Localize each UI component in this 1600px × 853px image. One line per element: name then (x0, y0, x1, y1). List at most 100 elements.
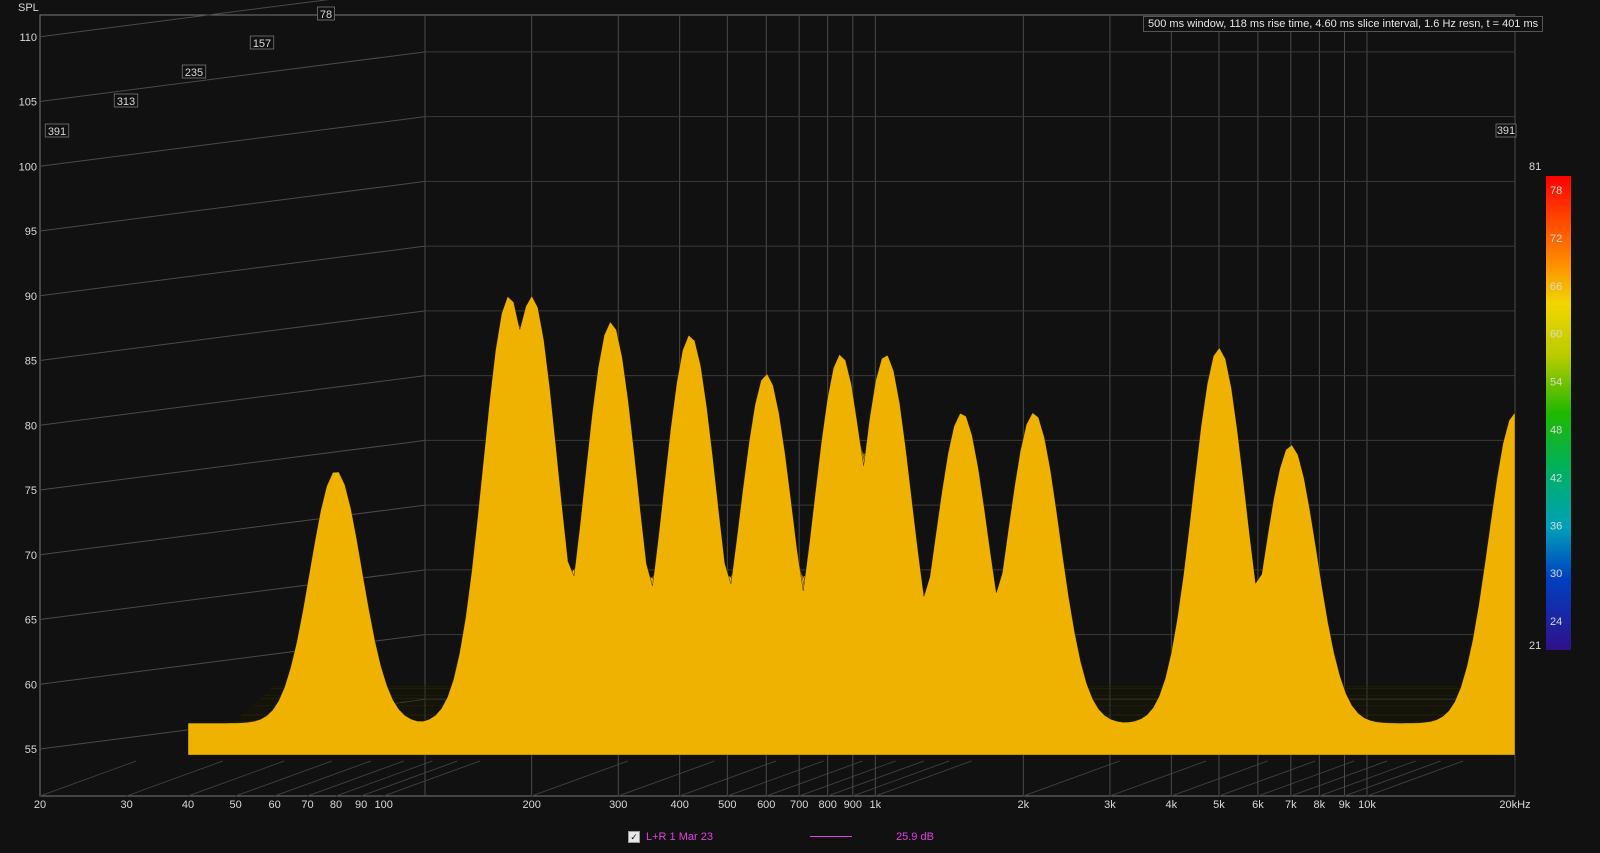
y-tick-label: 110 (19, 32, 37, 44)
waterfall-surface (187, 295, 1516, 756)
legend-series-name: L+R 1 Mar 23 (646, 831, 713, 843)
x-tick-label: 20kHz (1499, 799, 1530, 811)
colorbar-label: 66 (1550, 281, 1562, 293)
time-label: 157 (253, 38, 271, 50)
x-tick-label: 40 (182, 799, 194, 811)
time-label-right: 391 (1497, 125, 1515, 137)
x-tick-label: 5k (1213, 799, 1225, 811)
legend[interactable]: ✓ L+R 1 Mar 23 25.9 dB (628, 828, 948, 846)
time-label-right-box (1495, 123, 1517, 138)
colorbar-label: 21 (1529, 640, 1541, 652)
colorbar-label: 54 (1550, 377, 1562, 389)
colorbar-label: 81 (1529, 161, 1541, 173)
floor-line (1257, 760, 1355, 797)
waterfall-slice (187, 295, 1516, 756)
time-label-box (249, 35, 275, 50)
floor-line (187, 760, 285, 797)
y-tick-label: 90 (25, 291, 37, 303)
y-gridline (39, 504, 426, 556)
y-tick-label: 55 (25, 744, 37, 756)
colorbar-label: 42 (1550, 472, 1562, 484)
time-label: 391 (48, 126, 66, 138)
x-tick-label: 9k (1339, 799, 1351, 811)
time-label-box (113, 93, 139, 108)
y-gridline (39, 0, 330, 38)
x-tick-label: 7k (1285, 799, 1297, 811)
y-tick-label: 70 (25, 550, 37, 562)
x-tick-label: 70 (301, 799, 313, 811)
y-gridline (39, 180, 426, 232)
floor-line (1366, 760, 1464, 797)
y-gridline (39, 310, 426, 361)
floor-line (875, 760, 972, 797)
floor-line (531, 760, 629, 797)
x-tick-label: 200 (522, 799, 540, 811)
y-tick-label: 60 (25, 679, 37, 691)
y-gridline (39, 375, 426, 426)
colorbar-label: 24 (1550, 616, 1562, 628)
colorbar-label: 30 (1550, 568, 1562, 580)
floor-line (1109, 760, 1207, 797)
y-tick-label: 80 (25, 420, 37, 432)
x-tick-label: 400 (670, 799, 688, 811)
x-tick-label: 700 (790, 799, 808, 811)
floor-line (235, 760, 333, 797)
y-tick-label: 75 (25, 485, 37, 497)
colorbar-labels: 81 78 72 66 60 54 48 42 36 30 24 21 (1529, 161, 1562, 652)
time-label-box (181, 64, 207, 79)
floor-line (335, 760, 433, 797)
colorbar-label: 78 (1550, 185, 1562, 197)
floor-line (274, 760, 372, 797)
colorbar-label: 36 (1550, 520, 1562, 532)
floor-line (1218, 760, 1316, 797)
x-tick-label: 10k (1358, 799, 1376, 811)
legend-checkbox[interactable]: ✓ (628, 831, 640, 843)
floor-line (383, 760, 481, 797)
floor-line (39, 760, 137, 797)
y-gridline (39, 439, 426, 491)
axis-labels: 20 30 40 50 60 70 80 90 100 200 300 400 500 600 700 800… (18, 2, 1531, 811)
floor-line (727, 760, 824, 797)
x-tick-label: 600 (757, 799, 775, 811)
x-tick-label: 30 (120, 799, 132, 811)
floor-line (618, 760, 715, 797)
y-gridline (39, 116, 426, 167)
time-label-box (44, 123, 70, 138)
y-tick-label: 100 (19, 161, 37, 173)
x-tick-label: 50 (230, 799, 242, 811)
floor-line (307, 760, 404, 797)
x-tick-label: 80 (330, 799, 342, 811)
x-tick-label: 300 (609, 799, 627, 811)
time-label: 313 (117, 96, 135, 108)
floor-line (1023, 760, 1120, 797)
x-tick-label: 3k (1104, 799, 1116, 811)
legend-value: 25.9 dB (896, 831, 934, 843)
colorbar-label: 60 (1550, 329, 1562, 341)
y-tick-label: 95 (25, 226, 37, 238)
floor-line (126, 760, 223, 797)
floor-line (360, 760, 458, 797)
colorbar (1546, 176, 1571, 650)
colorbar-label: 48 (1550, 424, 1562, 436)
floor-line (766, 760, 863, 797)
y-axis-title: SPL (18, 2, 39, 14)
colorbar-label: 72 (1550, 233, 1562, 245)
y-tick-label: 105 (19, 97, 37, 109)
floor-line (798, 760, 896, 797)
time-label: 235 (185, 67, 203, 79)
y-tick-label: 65 (25, 615, 37, 627)
info-text: 500 ms window, 118 ms rise time, 4.60 ms… (1143, 16, 1544, 32)
y-tick-label: 85 (25, 356, 37, 368)
time-label: 78 (320, 9, 332, 21)
floor-line (1290, 760, 1388, 797)
legend-swatch (810, 836, 852, 837)
y-gridline (39, 51, 426, 102)
x-tick-label: 2k (1018, 799, 1030, 811)
x-tick-label: 1k (870, 799, 882, 811)
x-tick-label: 60 (268, 799, 280, 811)
x-tick-label: 900 (844, 799, 862, 811)
floor-line (1344, 760, 1441, 797)
x-tick-label: 4k (1166, 799, 1178, 811)
x-tick-label: 800 (818, 799, 836, 811)
